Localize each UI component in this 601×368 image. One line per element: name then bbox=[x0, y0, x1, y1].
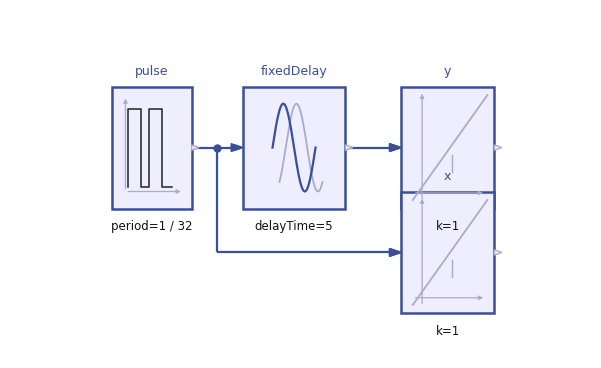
Bar bbox=[243, 87, 345, 209]
Bar bbox=[112, 87, 192, 209]
Bar bbox=[401, 87, 494, 209]
Polygon shape bbox=[231, 144, 243, 152]
Text: period=1 / 32: period=1 / 32 bbox=[111, 220, 193, 233]
Text: delayTime=5: delayTime=5 bbox=[255, 220, 334, 233]
Bar bbox=[401, 191, 494, 314]
Polygon shape bbox=[494, 145, 502, 150]
Polygon shape bbox=[389, 248, 401, 256]
Polygon shape bbox=[389, 248, 401, 256]
Text: x: x bbox=[444, 170, 451, 183]
Polygon shape bbox=[192, 145, 199, 150]
Polygon shape bbox=[389, 144, 401, 152]
Polygon shape bbox=[345, 145, 353, 150]
Polygon shape bbox=[236, 145, 243, 150]
Polygon shape bbox=[494, 250, 502, 255]
Text: k=1: k=1 bbox=[436, 220, 460, 233]
Text: pulse: pulse bbox=[135, 65, 169, 78]
Polygon shape bbox=[389, 144, 401, 152]
Text: k=1: k=1 bbox=[436, 325, 460, 338]
Text: fixedDelay: fixedDelay bbox=[261, 65, 328, 78]
Text: y: y bbox=[444, 65, 451, 78]
